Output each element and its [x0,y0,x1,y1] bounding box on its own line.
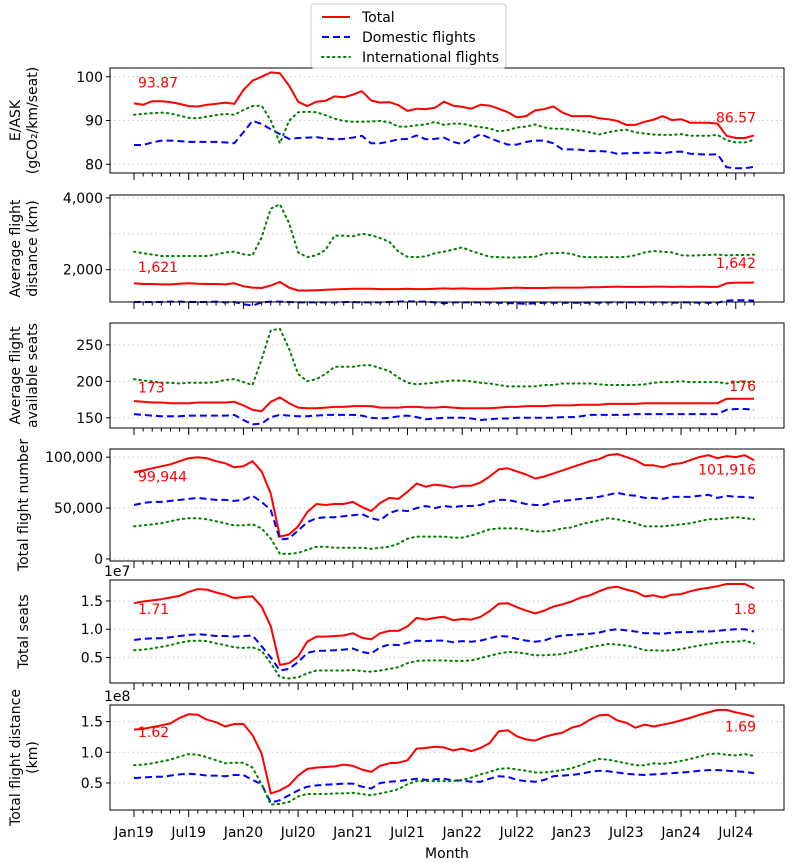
series-line-total [133,71,755,139]
series-line-total [133,396,754,413]
y-tick-label: 1.5 [81,715,103,731]
annotation-start: 99,944 [138,470,187,486]
y-axis-label: E/ASK [8,99,24,141]
legend-label: International flights [362,50,499,66]
axes-frame [109,579,785,684]
y-tick-label: 0 [94,552,103,568]
series-line-domestic-flights [134,119,755,170]
y-tick-label: 4,000 [63,191,103,207]
y-tick-label: 2,000 [63,263,103,279]
series-line-international-flights [133,203,755,259]
y-axis-label: (km) [25,741,41,774]
x-tick-label: Jul23 [608,825,644,841]
axes-frame [109,704,785,811]
x-tick-label: Jan22 [442,825,482,841]
y-tick-label: 100 [76,70,103,86]
y-tick-label: 0.5 [81,776,103,792]
y-tick-label: 150 [76,411,103,427]
panel-eask: 80 90 100 E/ASK (gCO₂/km/seat) 93.87 86.57 [8,67,785,180]
axes-frame [109,194,785,303]
annotation-start: 1.62 [138,725,169,741]
series-line-domestic-flights [133,628,755,672]
y-axis-label: Total flight distance [8,689,24,827]
series-line-total [133,583,755,666]
x-tick-label: Jul22 [499,825,535,841]
annotation-end: 1.69 [725,719,756,735]
y-axis-label: Total flight number [16,439,32,572]
series-line-domestic-flights [133,769,755,804]
y-axis-label: Average flight [8,199,24,297]
y-axis-label: Average flight [8,326,24,424]
series-line-total [133,708,755,795]
y-tick-label: 50,000 [54,501,103,517]
x-tick-label: Jan19 [113,825,153,841]
x-tick-label: Jul19 [170,825,206,841]
annotation-end: 86.57 [716,111,756,127]
x-axis: Jan19 Jul19 Jan20 Jul20 Jan21 Jul21 Jan22 Jul22… [113,825,753,862]
series-line-international-flights [133,752,755,806]
series-line-international-flights [133,516,755,555]
annotation-end: 1.8 [734,602,756,618]
x-tick-label: Jul24 [717,825,753,841]
series-line-international-flights [133,327,755,388]
y-axis-label: Total seats [16,594,32,669]
y-tick-label: 1.0 [81,622,103,638]
series-line-domestic-flights [133,491,755,541]
x-tick-label: Jul21 [389,825,425,841]
y-tick-label: 100,000 [45,450,103,466]
y-tick-label: 1.0 [81,745,103,761]
annotation-start: 173 [138,380,165,396]
panel-avg-distance: 2,000 4,000 Average flight distance (km) 1,6… [8,191,785,309]
series-line-international-flights [133,639,755,680]
series-line-total [133,280,755,292]
y-tick-label: 250 [76,338,103,354]
x-tick-label: Jan23 [551,825,591,841]
axes-frame [109,322,785,429]
x-tick-label: Jan21 [332,825,372,841]
annotation-end: 101,916 [698,462,756,478]
y-tick-label: 0.5 [81,651,103,667]
legend-box [310,3,507,69]
y-offset-label: 1e7 [104,564,130,580]
series-line-international-flights [133,104,755,145]
series-line-total [133,453,755,538]
axes-frame [109,448,785,562]
y-axis-label: available seats [25,323,41,428]
annotation-start: 1.71 [138,602,169,618]
panel-avg-seats: 150 200 250 Average flight available seats 17… [8,322,785,435]
y-offset-label: 1e8 [104,689,130,705]
panels: 80 90 100 E/ASK (gCO₂/km/seat) 93.87 86.57 2,00… [8,67,785,827]
annotation-end: 176 [729,379,756,395]
legend: Total Domestic flights International fligh… [310,3,507,69]
y-tick-label: 1.5 [81,594,103,610]
x-tick-label: Jan20 [223,825,263,841]
annotation-start: 93.87 [138,76,178,92]
x-tick-label: Jan24 [660,825,700,841]
legend-label: Domestic flights [362,30,476,46]
x-axis-label: Month [425,846,469,862]
legend-label: Total [361,10,395,26]
annotation-end: 1,642 [716,256,756,272]
x-tick-label: Jul20 [280,825,316,841]
annotation-start: 1,621 [138,260,178,276]
y-axis-label: distance (km) [25,200,41,296]
panel-total-flights: 0 50,000 100,000 Total flight number 99,944 1… [16,439,785,572]
y-tick-label: 200 [76,374,103,390]
y-axis-label: (gCO₂/km/seat) [25,67,41,174]
y-tick-label: 90 [85,114,103,130]
series-line-domestic-flights [133,408,755,426]
y-tick-label: 80 [85,157,103,173]
